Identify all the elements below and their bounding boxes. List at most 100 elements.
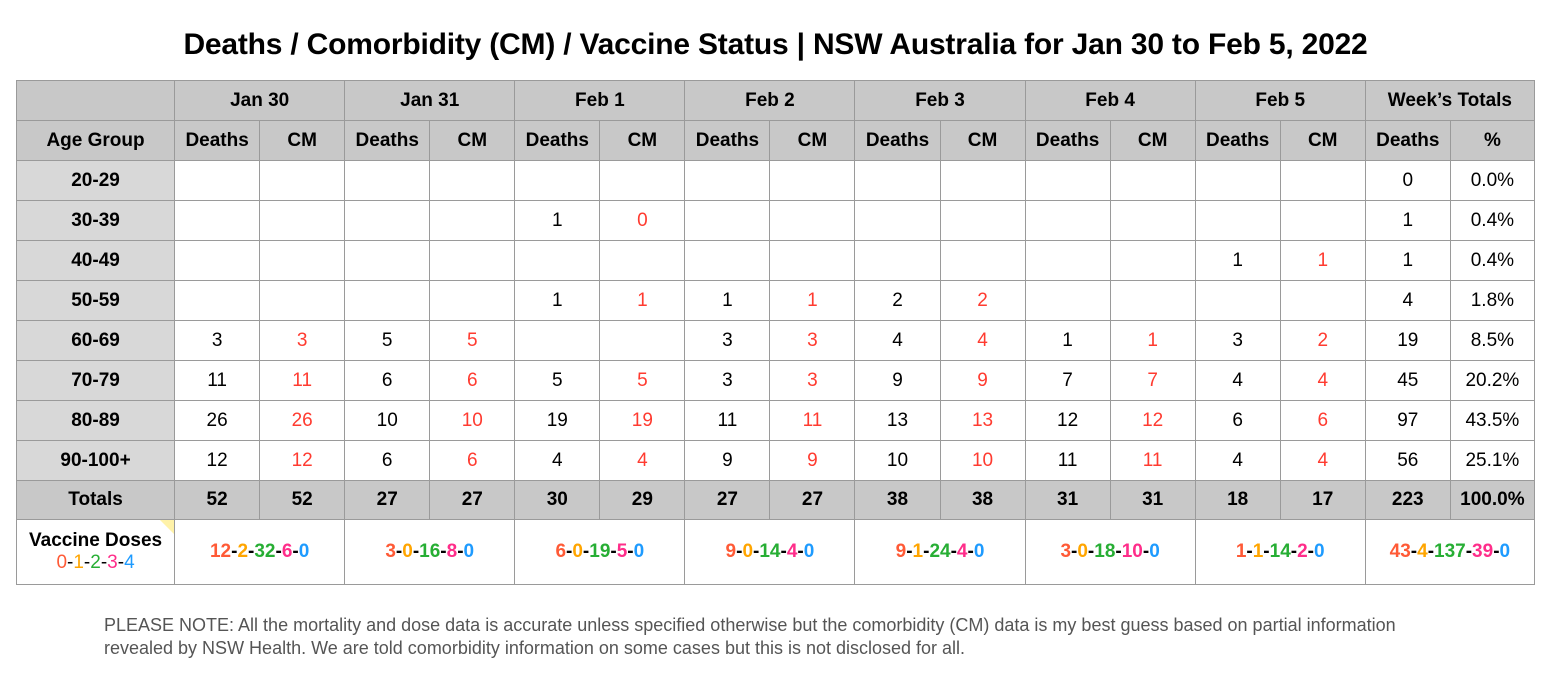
dose-4-count: 0 bbox=[463, 541, 475, 562]
deaths-cell: 10 bbox=[344, 400, 431, 441]
cm-cell: 12 bbox=[259, 440, 346, 481]
totals-cell: 31 bbox=[1109, 480, 1196, 520]
table-row: 70-79 11 11 6 6 5 5 3 3 9 9 7 7 4 4 45 20.2% bbox=[15, 360, 1536, 401]
deaths-column-header: Deaths bbox=[344, 120, 431, 161]
deaths-cell: 3 bbox=[174, 320, 261, 361]
cm-cell bbox=[769, 160, 856, 201]
table-row: 20-29 0 0.0% bbox=[15, 160, 1536, 201]
dose-4-count: 0 bbox=[298, 541, 310, 562]
dash-separator: - bbox=[627, 541, 634, 562]
day-header: Jan 31 bbox=[344, 80, 516, 121]
cm-cell: 11 bbox=[259, 360, 346, 401]
cm-cell bbox=[599, 160, 686, 201]
page-title: Deaths / Comorbidity (CM) / Vaccine Stat… bbox=[183, 28, 1368, 61]
dose-0-count: 9 bbox=[725, 541, 737, 562]
vaccine-doses-day-cell: 9-1-24-4-0 bbox=[854, 519, 1026, 585]
deaths-cell: 5 bbox=[514, 360, 601, 401]
dash-separator: - bbox=[440, 541, 447, 562]
deaths-cell: 9 bbox=[684, 440, 771, 481]
grand-total-cell: 223 bbox=[1364, 480, 1451, 520]
cm-cell bbox=[429, 160, 516, 201]
dash-separator: - bbox=[797, 541, 804, 562]
vaccine-doses-label: Vaccine Doses bbox=[29, 530, 163, 551]
cm-column-header: CM bbox=[599, 120, 686, 161]
dash-separator: - bbox=[950, 541, 957, 562]
cm-column-header: CM bbox=[259, 120, 346, 161]
deaths-column-header: Deaths bbox=[174, 120, 261, 161]
cm-column-header: CM bbox=[429, 120, 516, 161]
dash-separator: - bbox=[1071, 541, 1078, 562]
dash-separator: - bbox=[753, 541, 760, 562]
cm-cell: 11 bbox=[769, 400, 856, 441]
deaths-cell bbox=[514, 240, 601, 281]
deaths-cell bbox=[1024, 200, 1111, 241]
dash-separator: - bbox=[1290, 541, 1298, 562]
deaths-cell: 11 bbox=[174, 360, 261, 401]
cm-cell: 1 bbox=[599, 280, 686, 321]
deaths-cell: 12 bbox=[174, 440, 261, 481]
cm-cell: 6 bbox=[429, 440, 516, 481]
deaths-cell: 11 bbox=[1024, 440, 1111, 481]
deaths-cell: 3 bbox=[684, 320, 771, 361]
vaccine-doses-day-cell: 12-2-32-6-0 bbox=[174, 519, 346, 585]
deaths-cell: 1 bbox=[514, 280, 601, 321]
grand-percent-cell: 100.0% bbox=[1449, 480, 1536, 520]
cm-cell: 5 bbox=[429, 320, 516, 361]
table-row: 40-49 1 1 1 0.4% bbox=[15, 240, 1536, 281]
deaths-cell: 1 bbox=[684, 280, 771, 321]
cm-cell: 5 bbox=[599, 360, 686, 401]
dose-3-count: 5 bbox=[616, 541, 628, 562]
deaths-column-header: Deaths bbox=[854, 120, 941, 161]
dash-separator: - bbox=[1263, 541, 1270, 562]
dose-4-count: 0 bbox=[803, 541, 815, 562]
cm-cell bbox=[1109, 240, 1196, 281]
day-header: Feb 1 bbox=[514, 80, 686, 121]
cm-cell: 13 bbox=[939, 400, 1026, 441]
cm-cell bbox=[1279, 160, 1366, 201]
cm-cell: 4 bbox=[939, 320, 1026, 361]
deaths-cell bbox=[514, 320, 601, 361]
cm-cell: 3 bbox=[259, 320, 346, 361]
total-deaths-cell: 45 bbox=[1364, 360, 1451, 401]
cm-cell bbox=[429, 200, 516, 241]
deaths-cell: 6 bbox=[344, 440, 431, 481]
percent-cell: 43.5% bbox=[1449, 400, 1536, 441]
deaths-cell bbox=[1024, 160, 1111, 201]
dose-4-count: 0 bbox=[973, 541, 985, 562]
cm-cell bbox=[259, 240, 346, 281]
deaths-cell bbox=[174, 200, 261, 241]
dose-2-count: 24 bbox=[929, 541, 951, 562]
age-group-cell: 30-39 bbox=[15, 200, 176, 241]
dose-1-count: 1 bbox=[1252, 541, 1264, 562]
dose-2-count: 2 bbox=[90, 552, 101, 573]
deaths-cell bbox=[1194, 200, 1281, 241]
totals-cell: 29 bbox=[599, 480, 686, 520]
dose-0-count: 3 bbox=[385, 541, 396, 562]
deaths-cell: 5 bbox=[344, 320, 431, 361]
age-group-cell: 70-79 bbox=[15, 360, 176, 401]
deaths-cell: 3 bbox=[1194, 320, 1281, 361]
dose-3-count: 4 bbox=[956, 541, 968, 562]
vaccine-doses-day-cell: 6-0-19-5-0 bbox=[514, 519, 686, 585]
dose-1-count: 0 bbox=[402, 541, 413, 562]
percent-cell: 0.4% bbox=[1449, 200, 1536, 241]
cm-cell: 3 bbox=[769, 360, 856, 401]
deaths-cell: 4 bbox=[854, 320, 941, 361]
day-header: Feb 4 bbox=[1024, 80, 1196, 121]
deaths-cell bbox=[684, 240, 771, 281]
total-deaths-cell: 1 bbox=[1364, 240, 1451, 281]
dose-0-count: 0 bbox=[56, 552, 68, 573]
deaths-cell bbox=[1024, 240, 1111, 281]
dose-3-count: 10 bbox=[1121, 541, 1143, 562]
cm-cell: 4 bbox=[1279, 440, 1366, 481]
dose-0-count: 9 bbox=[895, 541, 907, 562]
cm-cell bbox=[259, 280, 346, 321]
vaccine-doses-day-cell: 9-0-14-4-0 bbox=[684, 519, 856, 585]
total-deaths-cell: 97 bbox=[1364, 400, 1451, 441]
dash-separator: - bbox=[275, 541, 282, 562]
dose-2-count: 32 bbox=[254, 541, 276, 562]
dash-separator: - bbox=[923, 541, 930, 562]
totals-cell: 27 bbox=[429, 480, 516, 520]
totals-row: Totals 52 52 27 27 30 29 27 27 38 38 31 31 18 17 223 100… bbox=[15, 480, 1536, 520]
cm-cell bbox=[1109, 280, 1196, 321]
